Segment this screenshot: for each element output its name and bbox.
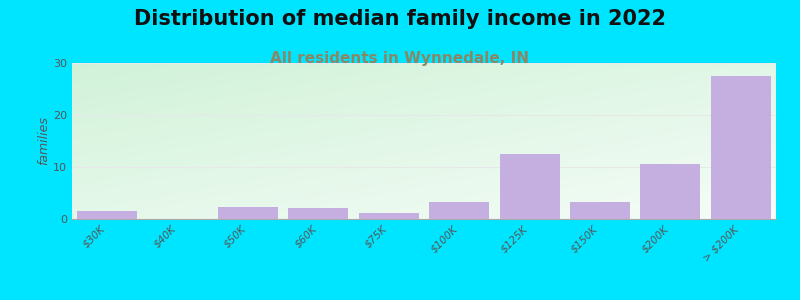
Bar xyxy=(218,207,278,219)
Bar xyxy=(570,202,630,219)
Text: Distribution of median family income in 2022: Distribution of median family income in … xyxy=(134,9,666,29)
Bar xyxy=(289,208,348,219)
Text: All residents in Wynnedale, IN: All residents in Wynnedale, IN xyxy=(270,51,530,66)
Bar xyxy=(78,211,137,219)
Bar xyxy=(711,76,770,219)
Bar xyxy=(641,164,700,219)
Bar xyxy=(359,213,418,219)
Y-axis label: families: families xyxy=(38,117,50,165)
Bar xyxy=(430,202,489,219)
Bar xyxy=(500,154,559,219)
